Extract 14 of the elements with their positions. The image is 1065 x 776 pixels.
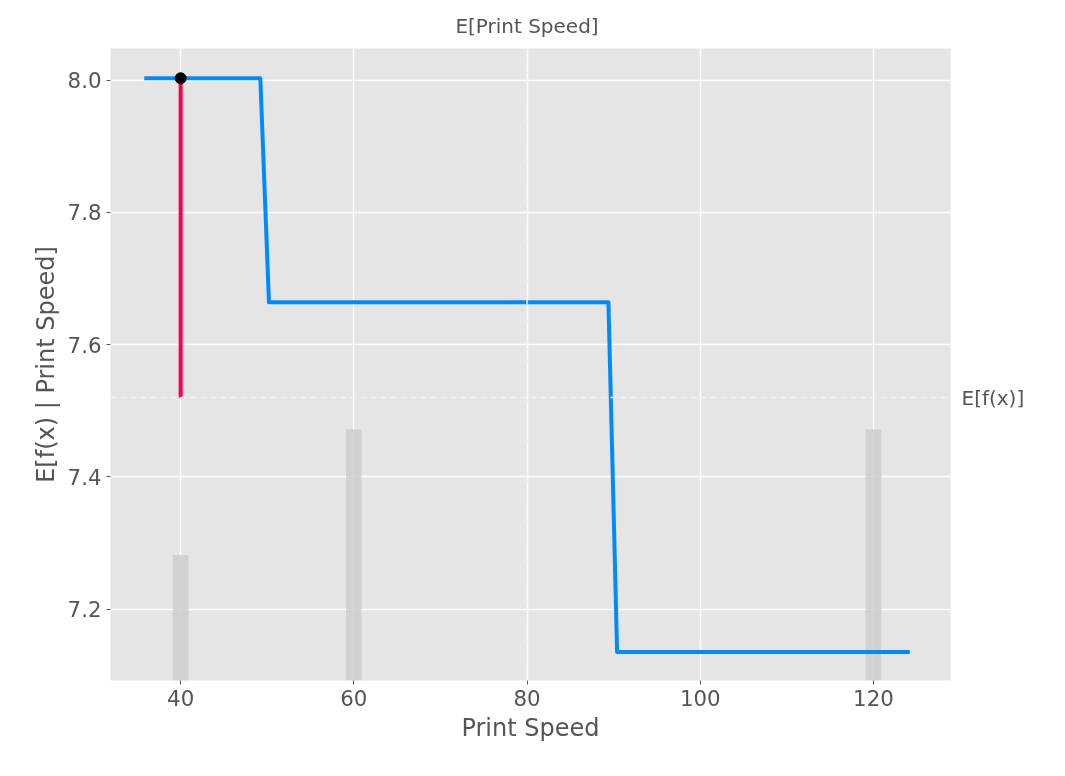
y-tick-label: 7.6: [67, 332, 102, 358]
x-tick-label: 100: [679, 685, 721, 711]
ref-line-label: E[f(x)]: [961, 385, 1025, 410]
x-tick-label: 80: [513, 685, 541, 711]
y-tick-label: 7.8: [67, 200, 102, 226]
x-tick-label: 40: [167, 685, 195, 711]
y-tick-label: 7.4: [67, 464, 102, 490]
y-tick-label: 8.0: [67, 68, 102, 94]
ref-line-label: E[Print Speed]: [455, 13, 599, 38]
x-tick-label: 60: [340, 685, 368, 711]
y-axis-title: E[f(x) | Print Speed]: [31, 246, 60, 483]
x-tick-label: 120: [853, 685, 894, 711]
y-tick-label: 7.2: [67, 597, 102, 623]
x-axis-title: Print Speed: [461, 713, 600, 742]
